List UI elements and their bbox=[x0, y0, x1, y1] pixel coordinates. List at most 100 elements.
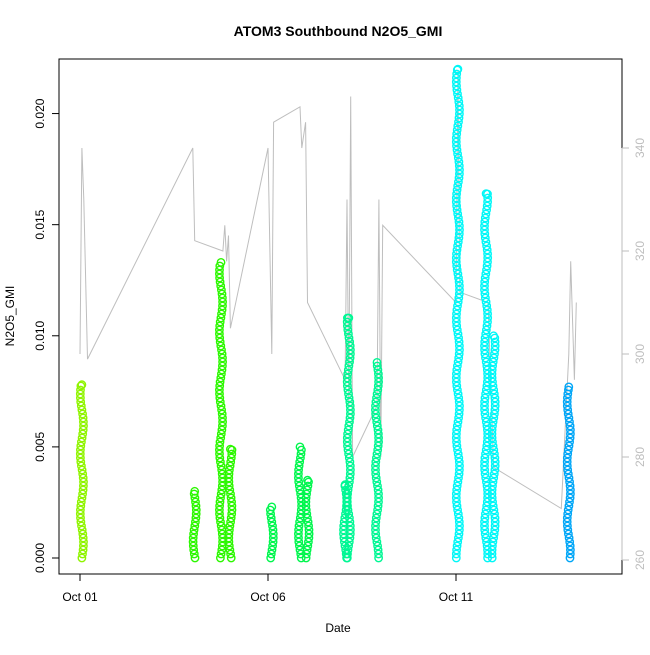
data-point bbox=[490, 393, 500, 403]
data-point bbox=[453, 389, 463, 399]
data-point bbox=[372, 389, 382, 399]
data-point bbox=[345, 401, 355, 411]
y-tick-label: 0.010 bbox=[33, 320, 47, 350]
data-point bbox=[373, 369, 383, 379]
data-point bbox=[77, 525, 87, 535]
data-point bbox=[564, 382, 574, 392]
data-point bbox=[481, 237, 491, 247]
data-point bbox=[480, 397, 489, 407]
data-point bbox=[454, 393, 464, 403]
data-point bbox=[342, 317, 352, 327]
data-point bbox=[190, 521, 200, 531]
data-point bbox=[490, 453, 500, 463]
data-point bbox=[453, 445, 462, 455]
data-point bbox=[454, 517, 464, 527]
data-point bbox=[453, 329, 463, 339]
data-point bbox=[453, 89, 462, 99]
data-point bbox=[295, 442, 305, 452]
point-cluster-13 bbox=[487, 331, 500, 563]
data-point bbox=[344, 333, 354, 343]
data-point bbox=[480, 217, 490, 227]
data-point bbox=[216, 517, 225, 527]
data-point bbox=[372, 449, 382, 459]
data-point bbox=[216, 341, 226, 351]
data-point bbox=[301, 553, 311, 563]
data-point bbox=[294, 525, 303, 535]
data-point bbox=[343, 489, 352, 499]
data-point bbox=[452, 125, 462, 135]
data-point bbox=[344, 509, 354, 519]
data-point bbox=[563, 393, 572, 403]
data-point bbox=[488, 357, 498, 367]
data-point bbox=[217, 289, 227, 299]
data-point bbox=[77, 521, 86, 531]
y-tick-label: 0.005 bbox=[33, 432, 47, 462]
data-point bbox=[77, 493, 87, 503]
data-point bbox=[452, 245, 462, 255]
data-point bbox=[565, 417, 574, 427]
data-point bbox=[480, 277, 490, 287]
data-point bbox=[342, 373, 352, 383]
data-point bbox=[373, 481, 382, 491]
data-point bbox=[453, 213, 463, 223]
data-point bbox=[216, 373, 226, 383]
data-point bbox=[487, 425, 497, 435]
data-point bbox=[76, 445, 85, 455]
altitude-line bbox=[79, 70, 577, 510]
data-point bbox=[215, 553, 225, 563]
data-point bbox=[371, 453, 381, 463]
data-point bbox=[216, 369, 226, 379]
data-point bbox=[226, 457, 236, 467]
data-point bbox=[344, 453, 354, 463]
data-point bbox=[371, 401, 380, 411]
data-point bbox=[564, 385, 573, 395]
data-point bbox=[77, 405, 87, 415]
data-point bbox=[217, 409, 227, 419]
data-point bbox=[225, 545, 235, 555]
data-point bbox=[481, 297, 491, 307]
point-cluster-7 bbox=[301, 475, 314, 563]
data-point bbox=[453, 177, 463, 187]
data-point bbox=[454, 513, 464, 523]
data-point bbox=[294, 465, 303, 475]
data-point bbox=[190, 553, 200, 563]
point-cluster-6 bbox=[293, 442, 306, 563]
data-point bbox=[481, 325, 491, 335]
data-point bbox=[487, 365, 497, 375]
data-point bbox=[224, 525, 234, 535]
data-point bbox=[345, 341, 355, 351]
data-point bbox=[490, 337, 500, 347]
data-point bbox=[565, 541, 575, 551]
data-point bbox=[266, 553, 276, 563]
data-point bbox=[481, 477, 491, 487]
data-point bbox=[372, 537, 382, 547]
data-point bbox=[372, 421, 382, 431]
data-point bbox=[218, 353, 227, 363]
data-point bbox=[302, 489, 311, 499]
data-point bbox=[453, 269, 463, 279]
data-point bbox=[374, 489, 383, 499]
data-point bbox=[454, 157, 464, 167]
data-point bbox=[191, 501, 201, 511]
data-point bbox=[480, 337, 490, 347]
data-point bbox=[189, 549, 199, 559]
data-point bbox=[489, 445, 499, 455]
data-point bbox=[565, 477, 574, 487]
data-point bbox=[344, 313, 354, 323]
data-point bbox=[226, 553, 236, 563]
data-point bbox=[453, 357, 463, 367]
data-point bbox=[344, 513, 354, 523]
data-point bbox=[216, 285, 226, 295]
data-point bbox=[295, 517, 304, 527]
data-point bbox=[452, 189, 461, 199]
data-point bbox=[487, 541, 497, 551]
data-point bbox=[216, 401, 226, 411]
data-point bbox=[227, 449, 237, 459]
data-point bbox=[343, 365, 353, 375]
data-point bbox=[564, 473, 574, 483]
data-point bbox=[216, 549, 226, 559]
y2-tick-label: 340 bbox=[633, 138, 647, 158]
data-point bbox=[372, 357, 382, 367]
y2-tick-label: 300 bbox=[633, 344, 647, 364]
